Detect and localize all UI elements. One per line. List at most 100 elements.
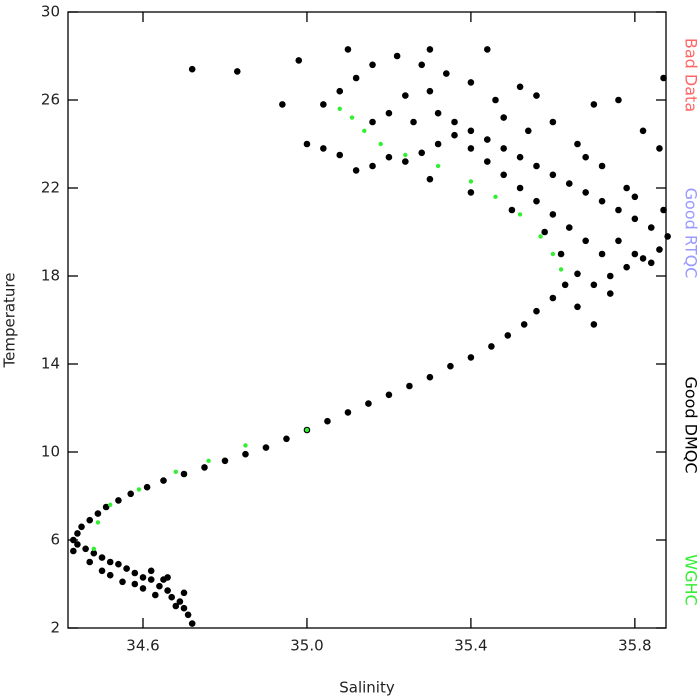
data-point — [434, 140, 442, 148]
y-axis-label: Temperature — [1, 272, 19, 368]
data-point — [136, 487, 142, 492]
data-point — [418, 149, 426, 157]
data-point — [639, 255, 647, 262]
data-point — [90, 549, 98, 557]
data-point — [590, 321, 598, 328]
data-point — [533, 307, 540, 315]
data-point — [242, 450, 249, 458]
data-point — [385, 153, 393, 161]
data-point — [143, 483, 151, 491]
x-tick-label: 35.4 — [454, 637, 487, 655]
x-tick-label: 35.0 — [290, 637, 323, 655]
data-point — [164, 587, 171, 594]
data-point — [221, 457, 229, 465]
data-point — [352, 74, 360, 82]
data-point — [467, 354, 475, 361]
data-point — [115, 497, 122, 504]
data-point — [70, 547, 77, 555]
data-point — [385, 109, 393, 117]
data-point — [106, 571, 114, 579]
data-point — [410, 118, 417, 126]
data-point — [639, 127, 647, 135]
data-point — [320, 145, 327, 152]
data-point — [660, 206, 667, 214]
data-point — [590, 281, 598, 289]
y-tick-label: 2 — [50, 619, 60, 637]
data-point — [176, 598, 184, 605]
data-point — [403, 152, 408, 158]
data-point — [549, 118, 557, 126]
data-point — [95, 520, 101, 525]
data-point — [467, 127, 475, 135]
data-point — [631, 250, 639, 258]
data-point — [508, 206, 516, 214]
data-point — [574, 270, 581, 278]
data-point — [451, 131, 458, 139]
data-point — [517, 212, 523, 217]
x-axis-label: Salinity — [339, 679, 395, 697]
data-point — [623, 263, 630, 271]
data-point — [615, 237, 622, 245]
data-point — [660, 74, 667, 82]
data-point — [565, 180, 573, 187]
data-point — [451, 118, 458, 126]
data-point — [164, 574, 171, 581]
data-point — [188, 65, 196, 73]
data-point — [160, 477, 167, 484]
data-point — [102, 503, 110, 511]
data-point — [598, 197, 606, 205]
data-point — [352, 167, 360, 174]
data-point — [369, 162, 376, 170]
data-point — [402, 92, 409, 99]
data-point — [493, 194, 498, 199]
plot-frame — [67, 11, 667, 629]
data-point — [565, 224, 573, 231]
data-point — [468, 179, 474, 184]
data-point — [418, 61, 426, 69]
data-point — [402, 158, 409, 165]
data-point — [426, 175, 434, 183]
data-point — [598, 250, 606, 258]
data-point — [91, 546, 97, 551]
data-point — [336, 87, 344, 95]
data-point — [147, 576, 155, 583]
data-point — [201, 464, 208, 471]
data-point — [574, 303, 581, 311]
data-point — [615, 96, 622, 104]
data-point — [434, 109, 442, 117]
data-point — [369, 61, 376, 69]
data-point — [406, 382, 413, 390]
data-point — [426, 46, 434, 53]
y-tick-label: 10 — [41, 443, 60, 461]
data-point — [180, 604, 188, 612]
data-point — [74, 541, 81, 548]
data-point — [320, 101, 327, 108]
y-tick-label: 22 — [41, 179, 60, 197]
data-point — [483, 136, 491, 143]
data-point — [108, 502, 113, 507]
data-point — [86, 516, 94, 524]
data-point — [94, 510, 102, 517]
data-point — [139, 574, 147, 581]
data-point — [206, 458, 211, 463]
data-point — [656, 246, 663, 253]
legend-label: Bad Data — [682, 38, 700, 112]
data-point — [304, 427, 310, 433]
data-point — [664, 233, 671, 240]
data-point — [582, 153, 589, 161]
data-point — [262, 444, 270, 451]
data-point — [500, 171, 507, 179]
data-point — [483, 158, 491, 165]
data-point — [516, 184, 524, 192]
data-point — [533, 92, 540, 99]
data-point — [156, 582, 163, 590]
legend-label: Good DMQC — [682, 376, 700, 473]
data-point — [188, 620, 196, 627]
data-point — [550, 251, 556, 257]
data-point — [467, 189, 475, 196]
data-point — [233, 68, 241, 75]
data-point — [243, 443, 248, 448]
data-point — [524, 127, 532, 135]
data-point — [74, 530, 81, 537]
